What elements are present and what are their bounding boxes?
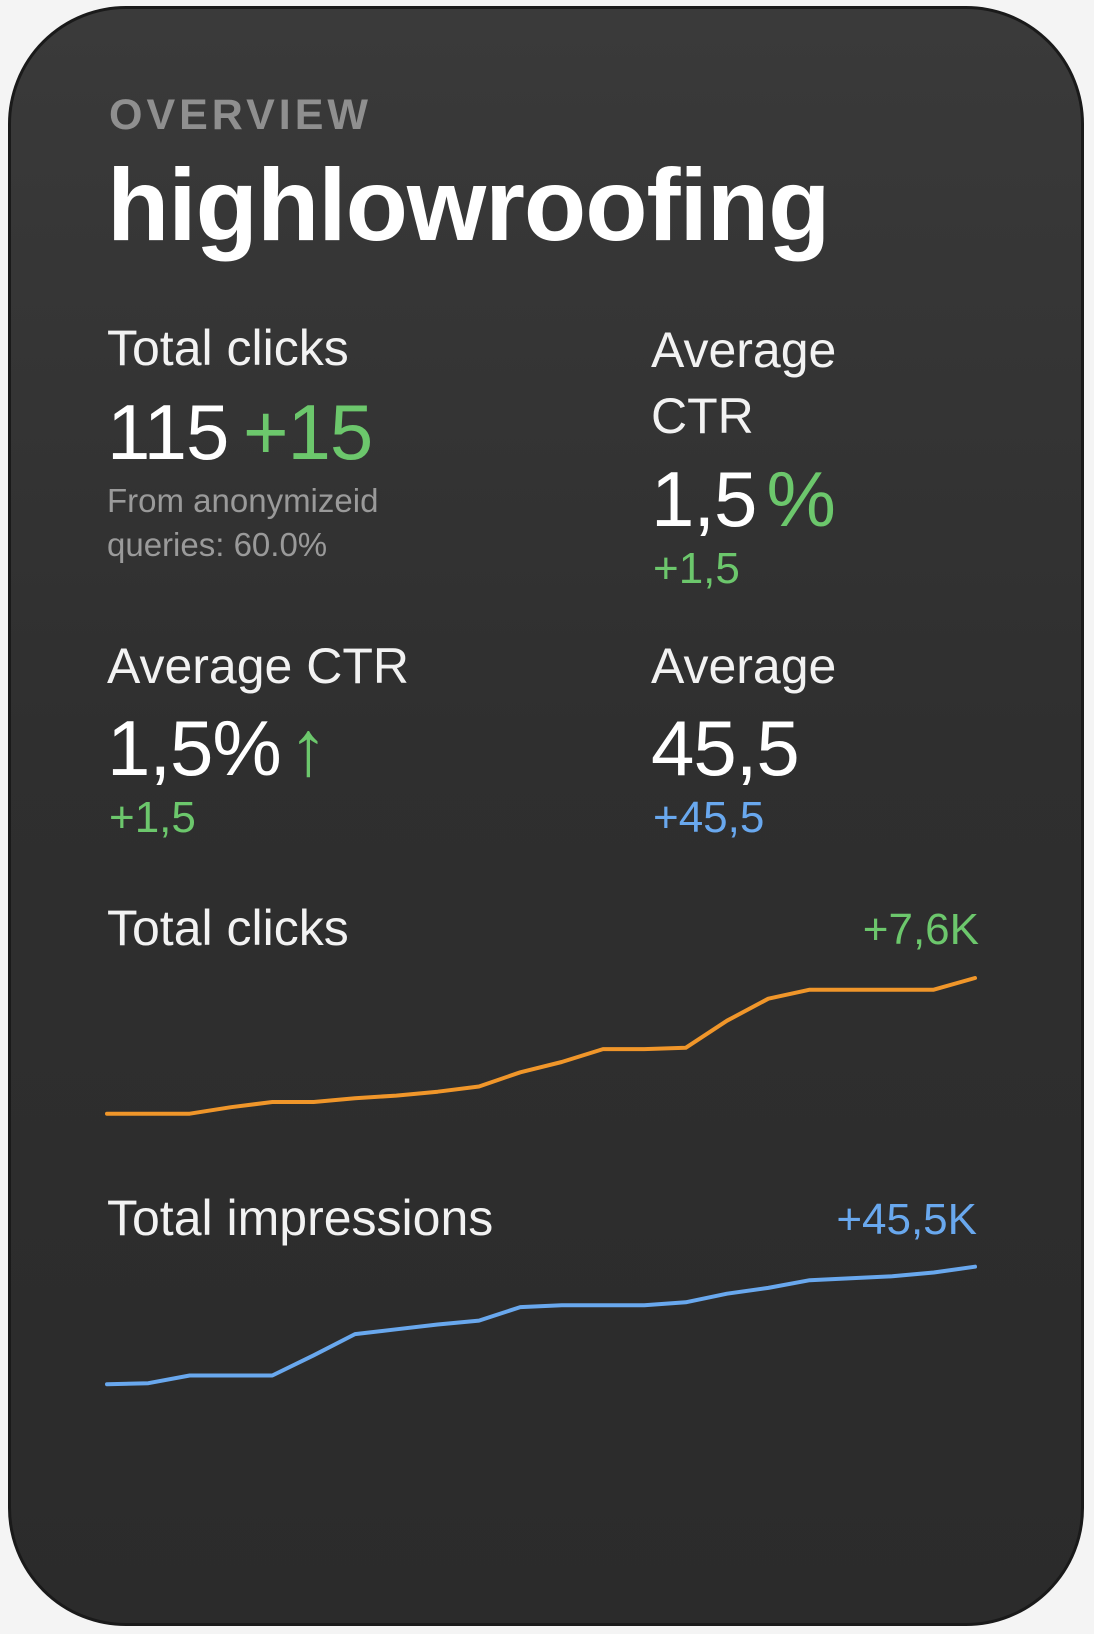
metric-delta: +45,5 <box>653 793 765 842</box>
clicks-chart-title: Total clicks <box>107 900 349 956</box>
metric-value: 115 <box>107 388 229 476</box>
metric-number: 1,5% <box>107 704 282 792</box>
metric-value: 1,5% <box>651 454 836 545</box>
up-arrow-icon: ↑ <box>288 704 328 792</box>
metric-number: 1,5 <box>651 455 757 543</box>
metric-note: From anonymizeid queries: 60.0% <box>107 482 379 563</box>
metric-delta: +15 <box>243 388 373 476</box>
impressions-chart-title: Total impressions <box>107 1190 494 1246</box>
site-title: highlowroofing <box>107 148 830 262</box>
metric-label: Total clicks <box>107 320 349 376</box>
clicks-chart-annotation: +7,6K <box>862 905 979 954</box>
impressions-chart-annotation: +45,5K <box>836 1195 977 1244</box>
metric-label: Average CTR <box>651 322 837 444</box>
clicks-line <box>105 976 977 1116</box>
metric-delta: +1,5 <box>109 793 196 842</box>
metric-label: Average <box>651 638 837 694</box>
metric-delta: +1,5 <box>653 544 740 593</box>
impressions-line <box>105 1264 977 1387</box>
percent-unit: % <box>766 455 835 543</box>
overview-eyebrow: OVERVIEW <box>109 91 372 139</box>
overview-card: OVERVIEW highlowroofing Total clicks 115… <box>8 6 1084 1626</box>
metric-label: Average CTR <box>107 638 409 694</box>
metric-value: 45,5 <box>651 704 800 792</box>
line-charts <box>105 976 977 1387</box>
metric-value: 1,5% ↑ <box>107 703 328 794</box>
